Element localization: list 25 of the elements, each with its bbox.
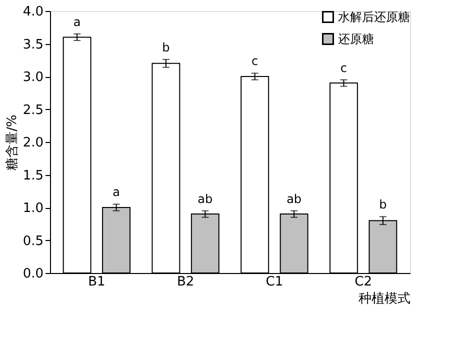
- y-tick-label: 0.5: [22, 234, 44, 249]
- x-tick-label: C2: [354, 274, 372, 290]
- y-tick-label: 2.0: [22, 136, 44, 150]
- annotation: a: [73, 14, 81, 29]
- y-tick-label: 3.0: [22, 70, 44, 85]
- legend-label: 还原糖: [338, 32, 374, 46]
- annotation: c: [252, 54, 258, 68]
- y-tick-label: 1.5: [22, 168, 44, 184]
- annotation: b: [162, 40, 170, 54]
- annotation: c: [340, 60, 348, 75]
- y-tick-label: 3.5: [22, 37, 44, 52]
- annotation: ab: [198, 192, 213, 206]
- x-tick-label: B1: [88, 274, 106, 290]
- y-tick-label: 2.5: [22, 102, 44, 118]
- annotation: a: [112, 185, 120, 200]
- legend-label: 水解后还原糖: [338, 10, 410, 24]
- y-tick-label: 1.0: [22, 201, 44, 216]
- x-tick-label: B2: [176, 274, 194, 290]
- x-tick-label: C1: [266, 274, 284, 290]
- x-axis-title: 种植模式: [358, 292, 410, 306]
- y-axis-title: 糖含量/%: [4, 114, 20, 170]
- annotation: b: [379, 198, 387, 212]
- annotation: ab: [286, 192, 302, 206]
- y-tick-label: 0.0: [22, 266, 44, 282]
- y-tick-label: 4.0: [22, 4, 44, 20]
